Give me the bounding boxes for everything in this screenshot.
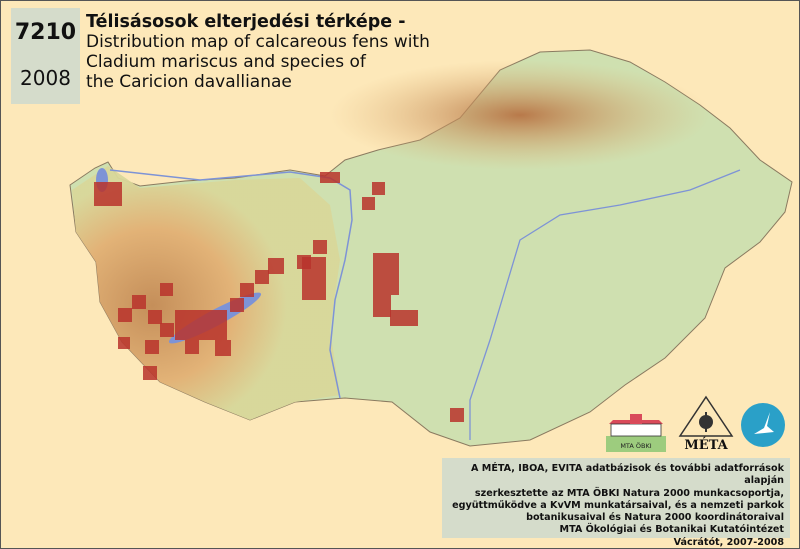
credits-line: MTA Ökológiai és Botanikai Kutatóintézet — [559, 524, 784, 536]
occurrence-square — [302, 257, 326, 300]
mta-obki-logo: MTA ÖBKI — [606, 414, 666, 452]
occurrence-square — [160, 323, 174, 337]
occurrence-square — [372, 182, 385, 195]
title-english-line: the Caricion davallianae — [86, 72, 292, 92]
credits-line: botanikusaival és Natura 2000 koordináto… — [526, 512, 784, 524]
occurrence-square — [450, 408, 464, 422]
occurrence-square — [145, 340, 159, 354]
occurrence-square — [390, 310, 418, 326]
credits-box: A MÉTA, IBOA, EVITA adatbázisok és továb… — [442, 458, 790, 548]
transdanubia-relief — [72, 166, 340, 420]
occurrence-square — [118, 337, 130, 349]
occurrence-square — [362, 197, 375, 210]
map-year: 2008 — [20, 66, 71, 90]
title-english-line: Cladium mariscus and species of — [86, 52, 366, 72]
credits-line: Vácrátót, 2007-2008 — [673, 536, 784, 548]
svg-text:MÉTA: MÉTA — [684, 437, 728, 452]
occurrence-square — [373, 253, 399, 295]
svg-text:MTA ÖBKI: MTA ÖBKI — [620, 441, 651, 450]
occurrence-squares — [94, 172, 464, 422]
occurrence-square — [143, 366, 157, 380]
occurrence-square — [132, 295, 146, 309]
occurrence-square — [268, 258, 284, 274]
occurrence-square — [94, 182, 122, 206]
habitat-code-box: 7210 2008 — [11, 8, 80, 104]
map-title: Télisásosok elterjedési térképe - Distri… — [86, 12, 430, 92]
danube-river — [109, 169, 353, 399]
occurrence-square — [230, 298, 244, 312]
occurrence-square — [118, 308, 132, 322]
occurrence-square — [185, 340, 199, 354]
termeszetvedelem-logo — [741, 403, 785, 447]
occurrence-square — [255, 270, 269, 284]
habitat-code: 7210 — [14, 20, 77, 45]
occurrence-square — [148, 310, 162, 324]
occurrence-square — [240, 283, 254, 297]
credits-line: együttműködve a KvVM munkatársaival, és … — [452, 499, 784, 511]
occurrence-square — [215, 340, 231, 356]
credits-line: A MÉTA, IBOA, EVITA adatbázisok és továb… — [471, 463, 784, 487]
occurrence-square — [160, 283, 173, 296]
northern-mountains-relief — [330, 60, 710, 170]
credits-line: szerkesztette az MTA ÖBKI Natura 2000 mu… — [474, 487, 784, 499]
meta-logo: MÉTA — [678, 395, 734, 452]
title-english-line: Distribution map of calcareous fens with — [86, 32, 430, 52]
title-hungarian: Télisásosok elterjedési térképe - — [86, 12, 406, 32]
occurrence-square — [373, 295, 391, 317]
occurrence-square — [320, 172, 340, 183]
occurrence-square — [313, 240, 327, 254]
tisza-river — [469, 169, 741, 440]
occurrence-square — [175, 310, 227, 340]
